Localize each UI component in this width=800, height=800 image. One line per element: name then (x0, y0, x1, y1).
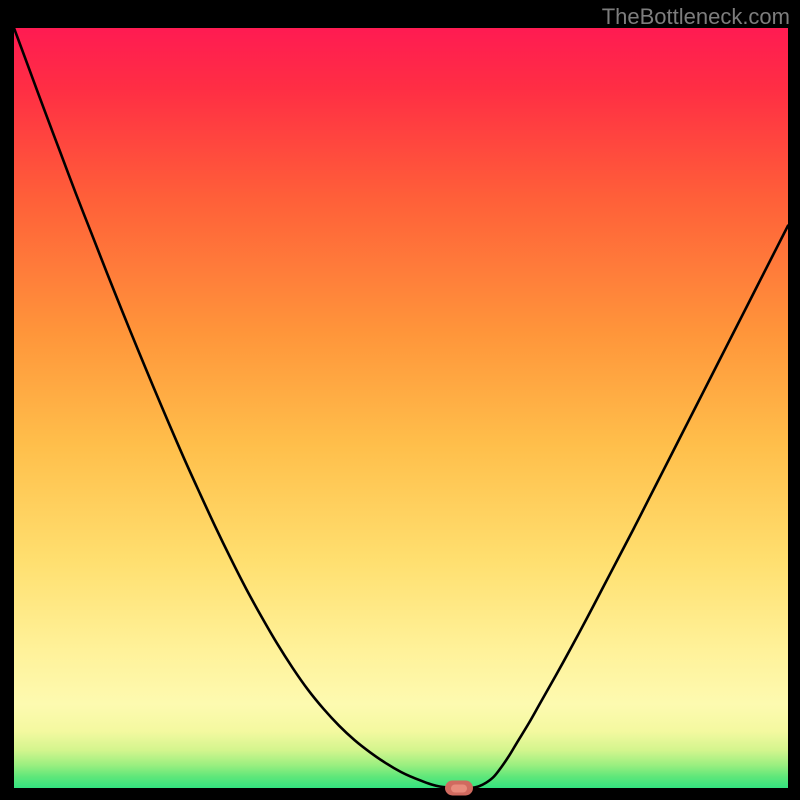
chart-root: TheBottleneck.com (0, 0, 800, 800)
bottleneck-curve (14, 28, 788, 788)
watermark: TheBottleneck.com (602, 4, 790, 30)
curve-svg (14, 28, 788, 788)
plot-area (14, 28, 788, 788)
optimum-marker (445, 781, 473, 796)
optimum-marker-inner (451, 784, 467, 792)
